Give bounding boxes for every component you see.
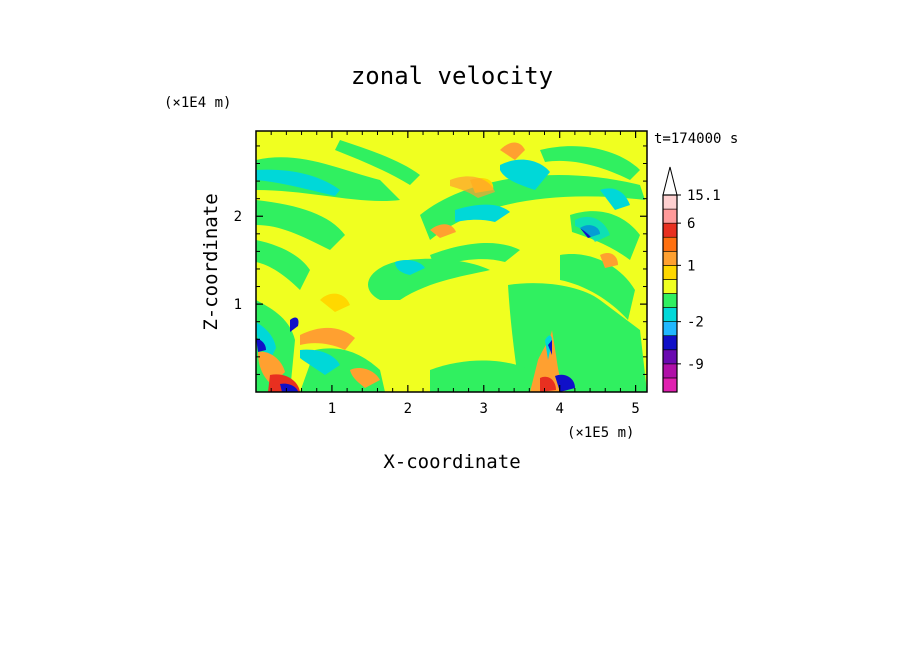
colorbar-frame xyxy=(662,194,678,393)
y-tick-label: 2 xyxy=(234,209,242,225)
y-axis: 12 xyxy=(234,145,647,375)
colorbar-swatch xyxy=(662,307,678,322)
colorbar: 15.1 6 1 -2 -9 xyxy=(662,166,721,393)
colorbar-label: -9 xyxy=(687,357,704,373)
colorbar-swatch xyxy=(662,349,678,365)
plot-frame xyxy=(255,130,648,393)
colorbar-swatch xyxy=(662,321,678,337)
colorbar-swatch xyxy=(662,250,678,266)
contour-field xyxy=(256,131,647,392)
y-tick-label: 1 xyxy=(234,297,242,313)
chart-title: zonal velocity xyxy=(351,62,553,90)
y-axis-title: Z-coordinate xyxy=(200,193,222,330)
y-axis-unit: (×1E4 m) xyxy=(164,95,231,111)
x-tick-label: 1 xyxy=(328,401,336,417)
time-label: t=174000 s xyxy=(654,131,738,147)
colorbar-swatch xyxy=(662,222,678,238)
colorbar-extend-triangle xyxy=(662,166,678,196)
colorbar-swatch xyxy=(662,335,678,351)
colorbar-swatch xyxy=(662,377,678,393)
x-axis: 1 2 3 4 5 xyxy=(270,131,640,417)
x-tick-label: 3 xyxy=(480,401,488,417)
colorbar-swatch xyxy=(662,208,678,224)
x-tick-label: 2 xyxy=(404,401,412,417)
colorbar-label: 15.1 xyxy=(687,188,721,204)
x-axis-title: X-coordinate xyxy=(383,451,520,473)
colorbar-label: 1 xyxy=(687,258,695,274)
colorbar-swatch xyxy=(662,363,678,379)
colorbar-swatch xyxy=(662,265,678,280)
colorbar-swatch xyxy=(662,194,678,210)
colorbar-swatch xyxy=(662,293,678,308)
colorbar-label: -2 xyxy=(687,315,704,331)
x-axis-unit: (×1E5 m) xyxy=(567,425,634,441)
x-tick-label: 5 xyxy=(631,401,639,417)
x-tick-label: 4 xyxy=(555,401,563,417)
colorbar-swatch xyxy=(662,236,678,252)
colorbar-label: 6 xyxy=(687,216,695,232)
colorbar-swatch xyxy=(662,279,678,294)
